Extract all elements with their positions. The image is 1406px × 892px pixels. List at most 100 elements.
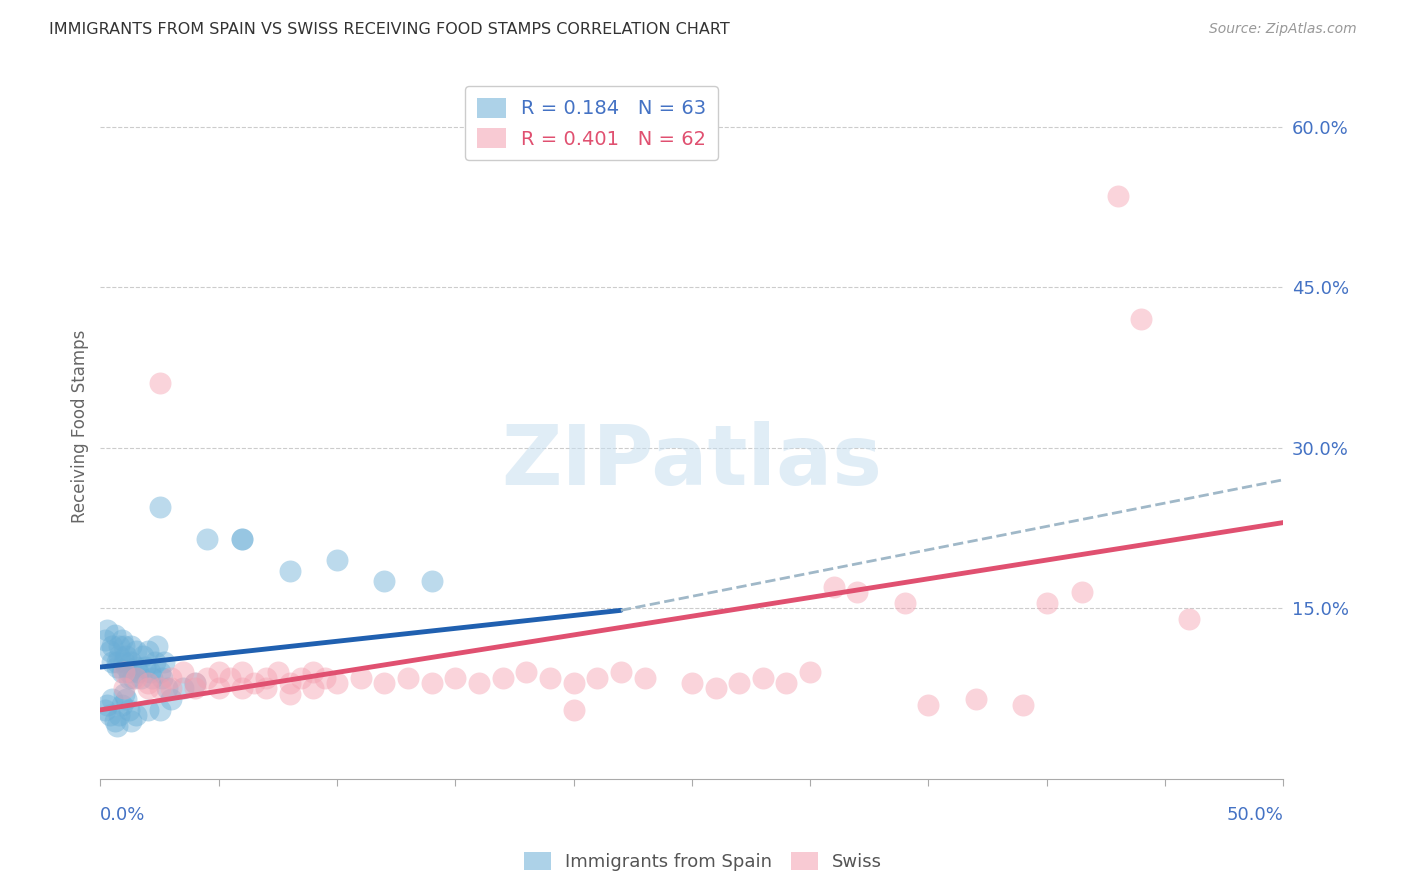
Point (118, 665, 141, 680)
Point (302, 681, 325, 696)
Point (120, 655, 142, 669)
Point (172, 665, 194, 680)
Point (1012, 698, 1035, 712)
Point (231, 665, 253, 680)
Point (681, 676, 703, 690)
Point (894, 596, 917, 610)
Point (846, 585, 869, 599)
Point (108, 649, 131, 664)
Point (139, 665, 162, 680)
Point (129, 671, 152, 685)
Point (112, 681, 135, 696)
Point (103, 714, 125, 728)
Point (136, 681, 159, 696)
Point (143, 655, 166, 669)
Text: ZIPatlas: ZIPatlas (502, 421, 883, 502)
Point (184, 676, 207, 690)
Point (111, 698, 134, 712)
Point (94, 633, 117, 648)
Point (823, 580, 845, 594)
Point (468, 676, 491, 690)
Point (515, 665, 537, 680)
Text: Source: ZipAtlas.com: Source: ZipAtlas.com (1209, 22, 1357, 37)
Point (184, 681, 207, 696)
Point (118, 703, 141, 717)
Point (1107, 189, 1129, 203)
Point (153, 655, 176, 669)
Point (132, 649, 155, 664)
Point (111, 633, 134, 648)
Point (444, 671, 467, 685)
Point (160, 671, 183, 685)
Point (136, 676, 159, 690)
Point (112, 639, 135, 653)
Point (219, 671, 242, 685)
Point (127, 665, 149, 680)
Point (799, 665, 821, 680)
Point (160, 692, 183, 706)
Point (148, 376, 170, 391)
Point (195, 532, 218, 546)
Point (108, 708, 131, 723)
Point (184, 676, 207, 690)
Point (278, 687, 301, 701)
Point (538, 671, 561, 685)
Point (278, 676, 301, 690)
Point (125, 644, 148, 658)
Point (1071, 585, 1094, 599)
Text: 50.0%: 50.0% (1226, 806, 1284, 824)
Point (103, 628, 125, 642)
Point (349, 671, 371, 685)
Point (160, 681, 183, 696)
Point (1130, 312, 1153, 326)
Point (254, 681, 277, 696)
Point (231, 532, 253, 546)
Point (373, 574, 395, 589)
Point (314, 671, 336, 685)
Point (278, 564, 301, 578)
Point (562, 703, 585, 717)
Point (101, 655, 124, 669)
Point (752, 671, 775, 685)
Point (146, 639, 169, 653)
Point (208, 681, 231, 696)
Point (115, 660, 138, 674)
Point (150, 671, 173, 685)
Point (105, 655, 128, 669)
Text: IMMIGRANTS FROM SPAIN VS SWISS RECEIVING FOOD STAMPS CORRELATION CHART: IMMIGRANTS FROM SPAIN VS SWISS RECEIVING… (49, 22, 730, 37)
Point (231, 532, 253, 546)
Point (775, 676, 797, 690)
Point (134, 660, 156, 674)
Point (122, 671, 145, 685)
Point (105, 660, 128, 674)
Point (115, 649, 138, 664)
Point (125, 660, 148, 674)
Point (101, 639, 124, 653)
Point (136, 703, 159, 717)
Point (94, 703, 117, 717)
Point (155, 681, 177, 696)
Point (610, 665, 633, 680)
Point (118, 671, 141, 685)
Point (326, 676, 349, 690)
Point (148, 681, 170, 696)
Point (112, 655, 135, 669)
Point (112, 665, 135, 680)
Point (586, 671, 609, 685)
Point (115, 692, 138, 706)
Point (98, 644, 121, 658)
Point (728, 676, 751, 690)
Point (302, 665, 325, 680)
Point (111, 665, 134, 680)
Point (491, 671, 513, 685)
Y-axis label: Receiving Food Stamps: Receiving Food Stamps (72, 329, 89, 523)
Text: 0.0%: 0.0% (100, 806, 146, 824)
Point (231, 681, 253, 696)
Point (633, 671, 655, 685)
Point (125, 708, 148, 723)
Point (125, 671, 148, 685)
Legend: Immigrants from Spain, Swiss: Immigrants from Spain, Swiss (517, 845, 889, 879)
Point (208, 665, 231, 680)
Point (112, 687, 135, 701)
Point (267, 665, 290, 680)
